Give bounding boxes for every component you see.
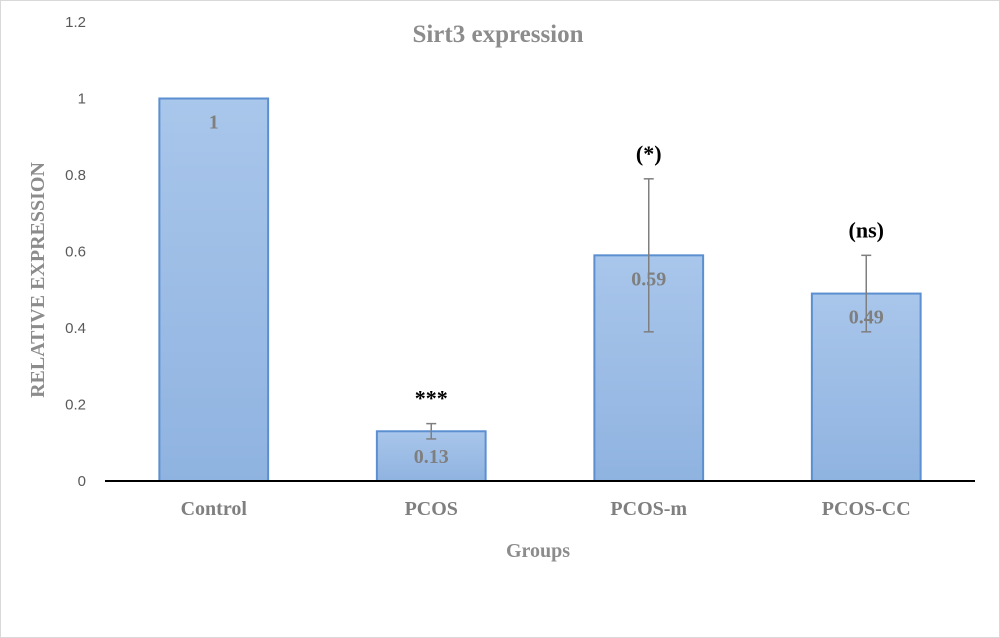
y-tick-label: 1.2 xyxy=(65,14,86,31)
x-axis-title: Groups xyxy=(506,540,570,562)
category-label: Control xyxy=(181,498,248,520)
bar xyxy=(158,97,270,482)
y-axis-title: RELATIVE EXPRESSION xyxy=(27,162,49,398)
y-tick-label: 0.8 xyxy=(65,167,86,184)
y-tick-label: 0.4 xyxy=(65,320,86,337)
y-tick-label: 0.2 xyxy=(65,397,86,414)
significance-label: (ns) xyxy=(849,217,884,242)
bar-value-label: 1 xyxy=(209,112,219,134)
category-labels: Control PCOS PCOS-m PCOS-CC xyxy=(181,498,911,520)
bar-value-label: 0.49 xyxy=(849,307,884,329)
y-tick-label: 0.6 xyxy=(65,244,86,261)
bar-value-label: 0.13 xyxy=(414,446,449,468)
significance-label: (*) xyxy=(636,141,662,166)
bars: 1 0.13 *** 0.59 (*) 0.49 (ns) xyxy=(158,97,922,483)
category-label: PCOS-m xyxy=(610,498,687,520)
bar-value-label: 0.59 xyxy=(631,268,666,290)
category-label: PCOS xyxy=(405,498,458,520)
y-axis-ticks: 0 0.2 0.4 0.6 0.8 1 1.2 xyxy=(65,14,86,490)
y-tick-label: 0 xyxy=(78,473,86,490)
significance-label: *** xyxy=(415,386,448,411)
category-label: PCOS-CC xyxy=(822,498,911,520)
chart-title: Sirt3 expression xyxy=(412,21,583,48)
y-tick-label: 1 xyxy=(78,91,86,108)
